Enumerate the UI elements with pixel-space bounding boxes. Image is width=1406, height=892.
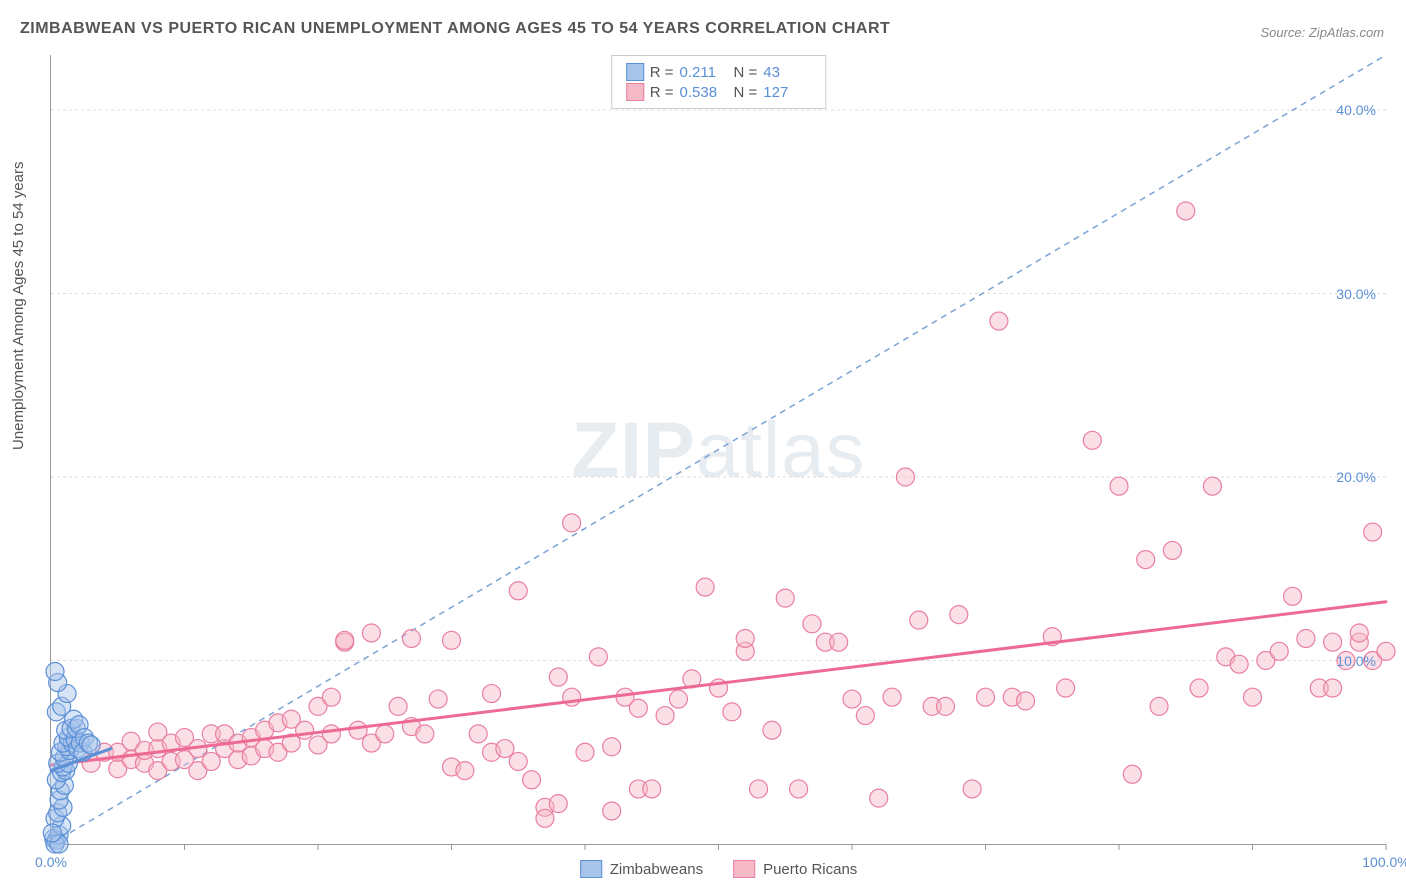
- x-tick-label: 0.0%: [35, 854, 67, 870]
- y-tick-label: 40.0%: [1336, 102, 1376, 118]
- y-axis-label: Unemployment Among Ages 45 to 54 years: [10, 161, 27, 450]
- stats-n-label: N =: [734, 84, 758, 101]
- legend-label-1: Zimbabweans: [610, 861, 703, 878]
- legend-item-1: Zimbabweans: [580, 860, 703, 878]
- source-label: Source: ZipAtlas.com: [1260, 25, 1384, 40]
- stats-swatch-puertorican: [626, 83, 644, 101]
- y-tick-label: 10.0%: [1336, 653, 1376, 669]
- stats-r-label: R =: [650, 64, 674, 81]
- stats-r-label: R =: [650, 84, 674, 101]
- stats-n-val-2: 127: [763, 84, 811, 101]
- stats-swatch-zimbabwean: [626, 63, 644, 81]
- y-tick-label: 30.0%: [1336, 286, 1376, 302]
- stats-n-val-1: 43: [763, 64, 811, 81]
- y-tick-label: 20.0%: [1336, 469, 1376, 485]
- stats-r-val-2: 0.538: [680, 84, 728, 101]
- legend-swatch-puertorican: [733, 860, 755, 878]
- stats-r-val-1: 0.211: [680, 64, 728, 81]
- plot-area: ZIPatlas R = 0.211 N = 43 R = 0.538 N = …: [50, 55, 1386, 845]
- legend-item-2: Puerto Ricans: [733, 860, 857, 878]
- stats-row-1: R = 0.211 N = 43: [626, 62, 812, 82]
- legend-swatch-zimbabwean: [580, 860, 602, 878]
- legend-label-2: Puerto Ricans: [763, 861, 857, 878]
- bottom-legend: Zimbabweans Puerto Ricans: [580, 860, 858, 878]
- x-tick-label: 100.0%: [1362, 854, 1406, 870]
- stats-row-2: R = 0.538 N = 127: [626, 82, 812, 102]
- stats-n-label: N =: [734, 64, 758, 81]
- data-layer: [51, 55, 1386, 844]
- chart-title: ZIMBABWEAN VS PUERTO RICAN UNEMPLOYMENT …: [20, 20, 890, 38]
- stats-box: R = 0.211 N = 43 R = 0.538 N = 127: [611, 55, 827, 109]
